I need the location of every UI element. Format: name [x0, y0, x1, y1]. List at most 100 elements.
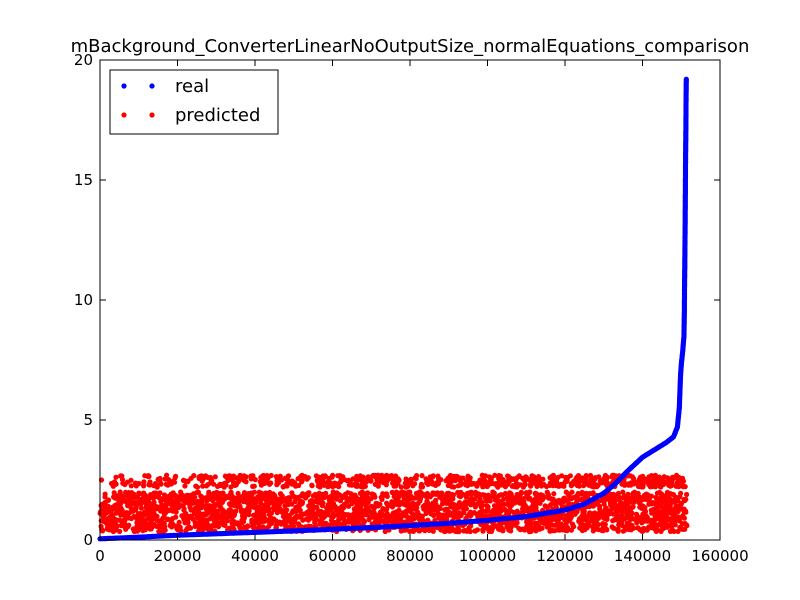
point-predicted	[589, 524, 596, 530]
point-predicted	[392, 490, 398, 496]
point-predicted	[665, 506, 671, 512]
point-predicted	[486, 528, 492, 535]
point-predicted	[117, 501, 123, 507]
point-predicted	[602, 525, 608, 532]
point-predicted	[500, 476, 506, 483]
point-predicted	[456, 501, 462, 507]
point-predicted	[121, 497, 127, 503]
point-predicted	[541, 481, 547, 487]
point-predicted	[444, 497, 450, 503]
point-predicted	[412, 501, 418, 507]
point-predicted	[178, 489, 184, 495]
point-predicted	[516, 474, 522, 480]
y-tick-label: 5	[83, 411, 93, 429]
point-predicted	[141, 495, 147, 501]
point-predicted	[428, 475, 434, 481]
point-predicted	[190, 496, 196, 502]
point-predicted	[539, 516, 545, 522]
point-predicted	[614, 508, 621, 514]
point-predicted	[625, 500, 631, 507]
point-predicted	[208, 494, 214, 500]
point-predicted	[285, 513, 292, 520]
point-predicted	[413, 476, 419, 482]
point-predicted	[207, 526, 214, 532]
point-predicted	[265, 505, 271, 511]
point-predicted	[231, 519, 237, 525]
point-predicted	[403, 484, 409, 490]
point-predicted	[566, 491, 572, 497]
point-predicted	[207, 503, 213, 509]
point-predicted	[437, 494, 443, 500]
point-predicted	[575, 490, 581, 497]
point-predicted	[109, 515, 115, 521]
point-predicted	[357, 473, 363, 479]
point-predicted	[383, 491, 390, 497]
point-predicted	[673, 517, 680, 524]
point-predicted	[393, 483, 399, 489]
point-predicted	[675, 528, 681, 535]
x-tick-label: 0	[95, 547, 105, 565]
point-predicted	[416, 516, 422, 522]
point-predicted	[265, 474, 272, 480]
point-predicted	[268, 493, 274, 499]
point-predicted	[424, 499, 430, 505]
point-predicted	[577, 478, 583, 484]
point-predicted	[421, 504, 427, 510]
point-predicted	[379, 496, 385, 503]
point-predicted	[611, 517, 617, 523]
point-predicted	[650, 520, 656, 526]
point-predicted	[255, 510, 262, 516]
point-predicted	[373, 500, 379, 506]
point-predicted	[353, 498, 359, 504]
point-predicted	[644, 526, 650, 532]
point-predicted	[508, 498, 514, 504]
point-predicted	[456, 493, 462, 499]
point-predicted	[579, 496, 585, 503]
point-predicted	[280, 483, 286, 490]
point-predicted	[279, 499, 285, 505]
point-predicted	[312, 518, 318, 524]
point-predicted	[350, 476, 356, 482]
point-predicted	[259, 513, 265, 519]
point-predicted	[499, 492, 505, 498]
point-predicted	[172, 479, 178, 485]
point-predicted	[424, 490, 430, 497]
point-predicted	[346, 482, 352, 488]
series-predicted	[97, 472, 690, 535]
point-predicted	[482, 473, 489, 479]
point-predicted	[243, 510, 249, 516]
point-predicted	[542, 521, 548, 527]
point-predicted	[658, 484, 664, 490]
point-predicted	[135, 523, 141, 529]
x-tick-label: 40000	[231, 547, 279, 565]
point-predicted	[634, 511, 640, 517]
point-predicted	[359, 510, 366, 516]
point-predicted	[123, 509, 129, 516]
point-predicted	[468, 491, 474, 497]
point-predicted	[185, 525, 191, 531]
point-predicted	[273, 518, 279, 524]
point-predicted	[169, 503, 175, 509]
point-predicted	[258, 506, 264, 512]
point-predicted	[568, 514, 575, 520]
point-predicted	[165, 516, 171, 522]
point-predicted	[435, 490, 441, 496]
point-predicted	[668, 528, 674, 534]
point-predicted	[318, 492, 324, 498]
point-predicted	[613, 495, 619, 501]
point-predicted	[466, 525, 472, 531]
point-predicted	[495, 474, 502, 480]
point-predicted	[527, 495, 533, 501]
x-tick-label: 60000	[309, 547, 357, 565]
point-predicted	[161, 511, 167, 517]
point-predicted	[333, 483, 339, 489]
point-predicted	[404, 514, 410, 520]
point-predicted	[323, 490, 329, 496]
point-predicted	[282, 503, 288, 509]
point-predicted	[620, 489, 626, 495]
y-tick-label: 20	[74, 51, 93, 69]
point-predicted	[211, 518, 217, 524]
point-predicted	[330, 489, 336, 495]
point-predicted	[251, 489, 257, 495]
point-predicted	[521, 482, 527, 488]
